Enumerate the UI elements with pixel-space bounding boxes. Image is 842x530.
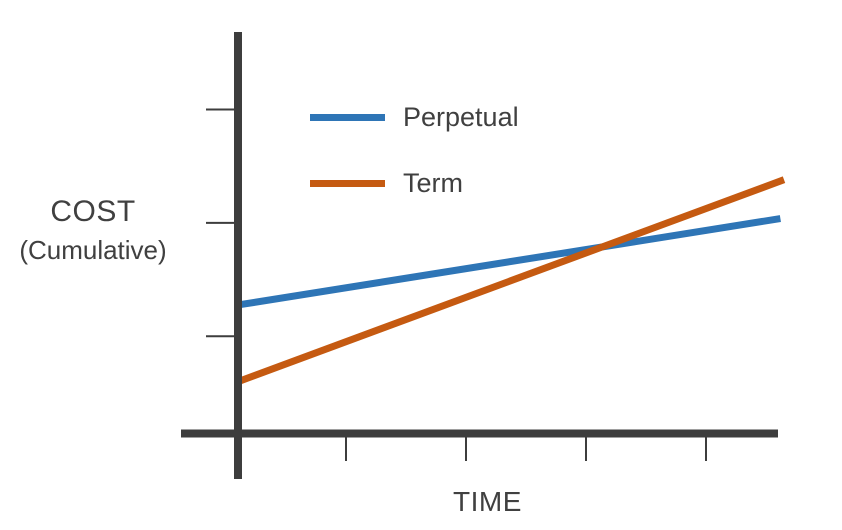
legend-item-term: Term	[310, 167, 519, 198]
legend-label-perpetual: Perpetual	[403, 101, 519, 132]
perpetual-line-swatch	[310, 113, 385, 121]
legend-item-perpetual: Perpetual	[310, 101, 519, 132]
x-axis-title: TIME	[453, 486, 522, 517]
x-axis-line	[181, 429, 778, 438]
term-line-swatch	[310, 179, 385, 187]
term-line	[236, 176, 786, 385]
legend: Perpetual Term	[310, 101, 519, 235]
perpetual-line	[237, 215, 781, 309]
y-axis-title: COST (Cumulative)	[0, 193, 186, 267]
legend-label-term: Term	[403, 167, 463, 198]
y-axis-title-main: COST	[50, 195, 136, 228]
y-axis-title-sub: (Cumulative)	[19, 235, 167, 265]
y-axis-line	[234, 32, 242, 479]
